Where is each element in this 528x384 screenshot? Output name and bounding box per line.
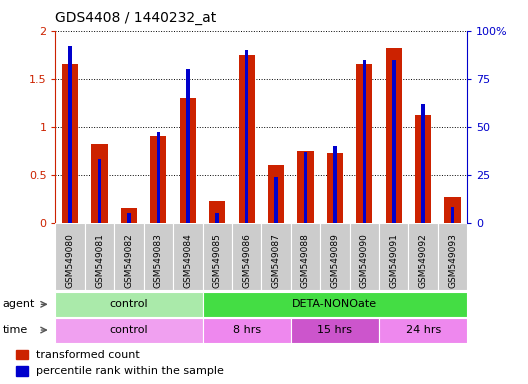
Bar [304,152,307,223]
Bar [62,65,78,223]
Bar [55,223,85,290]
Bar [333,146,337,223]
Text: GSM549091: GSM549091 [389,233,398,288]
Bar [245,50,248,223]
Text: DETA-NONOate: DETA-NONOate [293,299,378,310]
Bar [261,223,291,290]
Bar [385,48,402,223]
Text: 8 hrs: 8 hrs [233,325,261,335]
Bar [209,200,225,223]
Bar [85,223,114,290]
Text: GSM549092: GSM549092 [419,233,428,288]
Bar [415,115,431,223]
Text: GSM549083: GSM549083 [154,233,163,288]
Bar [445,197,460,223]
Text: percentile rank within the sample: percentile rank within the sample [36,366,224,376]
Text: GSM549090: GSM549090 [360,233,369,288]
Bar [327,153,343,223]
Bar [69,46,72,223]
Text: transformed count: transformed count [36,349,139,359]
Bar [392,60,395,223]
Bar [144,223,173,290]
Bar [232,223,261,290]
Text: GSM549082: GSM549082 [125,233,134,288]
Bar [363,60,366,223]
Text: GSM549081: GSM549081 [95,233,104,288]
Text: GSM549080: GSM549080 [65,233,74,288]
Text: time: time [3,325,28,335]
Bar [438,223,467,290]
Bar [356,65,372,223]
Bar [55,292,203,317]
Bar [291,223,320,290]
Text: GSM549088: GSM549088 [301,233,310,288]
Bar [121,208,137,223]
Bar [275,177,278,223]
Text: control: control [110,325,148,335]
Bar [157,132,160,223]
Text: agent: agent [3,299,35,310]
Bar [114,223,144,290]
Bar [409,223,438,290]
Text: GSM549086: GSM549086 [242,233,251,288]
Bar [186,69,190,223]
Bar [297,151,314,223]
Text: GSM549084: GSM549084 [183,233,192,288]
Bar [55,318,203,343]
Bar [203,318,291,343]
Text: GSM549089: GSM549089 [331,233,340,288]
Bar [127,213,131,223]
Text: GSM549085: GSM549085 [213,233,222,288]
Bar [173,223,203,290]
Bar [451,207,454,223]
Bar [421,104,425,223]
Bar [203,223,232,290]
Text: GDS4408 / 1440232_at: GDS4408 / 1440232_at [55,11,216,25]
Text: GSM549093: GSM549093 [448,233,457,288]
Bar [203,292,467,317]
Bar [268,165,284,223]
Bar [215,213,219,223]
Bar [379,223,409,290]
Bar [379,318,467,343]
Bar [16,350,29,359]
Bar [291,318,379,343]
Bar [16,366,29,376]
Bar [350,223,379,290]
Text: control: control [110,299,148,310]
Bar [180,98,196,223]
Bar [239,55,254,223]
Text: GSM549087: GSM549087 [271,233,280,288]
Bar [91,144,108,223]
Bar [320,223,350,290]
Text: 15 hrs: 15 hrs [317,325,352,335]
Bar [150,136,166,223]
Bar [98,159,101,223]
Text: 24 hrs: 24 hrs [406,325,441,335]
